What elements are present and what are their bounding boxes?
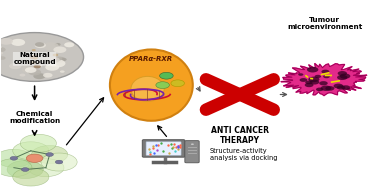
Text: Structure-activity
analysis via docking: Structure-activity analysis via docking — [210, 148, 277, 161]
Circle shape — [19, 74, 25, 77]
Circle shape — [43, 42, 59, 50]
Circle shape — [340, 74, 350, 79]
FancyBboxPatch shape — [185, 141, 199, 163]
Ellipse shape — [131, 76, 164, 101]
Circle shape — [321, 70, 329, 74]
Circle shape — [337, 85, 345, 90]
Circle shape — [48, 57, 60, 63]
Circle shape — [10, 156, 18, 160]
Circle shape — [28, 159, 64, 177]
Circle shape — [305, 83, 313, 87]
Circle shape — [54, 43, 60, 46]
Circle shape — [0, 47, 6, 52]
Circle shape — [26, 154, 43, 162]
Circle shape — [53, 54, 58, 56]
Circle shape — [32, 49, 36, 51]
Circle shape — [52, 57, 65, 63]
Circle shape — [310, 80, 319, 84]
Circle shape — [0, 46, 2, 49]
Text: ANTI CANCER
THERAPY: ANTI CANCER THERAPY — [211, 126, 269, 146]
Circle shape — [60, 70, 65, 73]
Circle shape — [298, 73, 304, 76]
Circle shape — [316, 88, 323, 91]
Circle shape — [22, 66, 36, 73]
Circle shape — [59, 58, 67, 61]
Circle shape — [34, 65, 41, 68]
Circle shape — [29, 55, 38, 59]
Circle shape — [43, 57, 56, 63]
Circle shape — [0, 159, 32, 177]
Circle shape — [156, 82, 169, 88]
Circle shape — [341, 85, 350, 90]
Circle shape — [50, 57, 57, 61]
Circle shape — [28, 69, 41, 75]
Circle shape — [0, 33, 84, 81]
Circle shape — [319, 81, 328, 85]
Circle shape — [191, 143, 194, 145]
Circle shape — [333, 84, 343, 88]
Circle shape — [9, 63, 22, 69]
Ellipse shape — [110, 50, 193, 121]
Circle shape — [56, 57, 62, 60]
Text: Tumour
microenvironment: Tumour microenvironment — [287, 17, 362, 30]
Circle shape — [323, 75, 330, 78]
Circle shape — [64, 42, 74, 47]
Circle shape — [31, 61, 36, 64]
Text: Natural
compound: Natural compound — [13, 52, 56, 65]
Polygon shape — [281, 63, 367, 96]
Circle shape — [37, 64, 42, 67]
Circle shape — [338, 71, 347, 76]
Circle shape — [55, 160, 63, 164]
Circle shape — [25, 67, 36, 73]
Circle shape — [24, 59, 36, 65]
FancyBboxPatch shape — [146, 142, 181, 155]
Circle shape — [160, 72, 173, 79]
Circle shape — [34, 57, 37, 59]
Circle shape — [307, 67, 318, 73]
Circle shape — [16, 61, 23, 64]
Circle shape — [325, 86, 335, 91]
Text: Chemical
modification: Chemical modification — [9, 111, 60, 124]
Circle shape — [13, 168, 49, 186]
Circle shape — [321, 86, 332, 91]
Circle shape — [22, 65, 28, 68]
Circle shape — [305, 81, 313, 84]
Circle shape — [314, 75, 321, 78]
Circle shape — [20, 134, 56, 152]
Circle shape — [53, 46, 67, 53]
Circle shape — [49, 59, 65, 67]
Circle shape — [46, 153, 53, 156]
Circle shape — [33, 73, 45, 79]
FancyBboxPatch shape — [142, 140, 185, 157]
Circle shape — [0, 51, 3, 55]
Text: PPARα-RXR: PPARα-RXR — [129, 56, 174, 62]
Circle shape — [35, 42, 44, 47]
Circle shape — [13, 142, 49, 160]
Circle shape — [308, 77, 319, 82]
Circle shape — [0, 56, 6, 60]
Circle shape — [35, 43, 46, 48]
Circle shape — [337, 75, 347, 80]
Circle shape — [171, 80, 184, 87]
Circle shape — [11, 39, 25, 46]
Circle shape — [45, 64, 59, 71]
Circle shape — [7, 160, 43, 179]
Circle shape — [43, 73, 53, 78]
Circle shape — [0, 38, 13, 45]
Circle shape — [0, 149, 32, 167]
Circle shape — [32, 146, 68, 163]
Circle shape — [22, 168, 29, 171]
Circle shape — [24, 60, 36, 66]
Circle shape — [41, 153, 77, 171]
Circle shape — [300, 78, 307, 82]
